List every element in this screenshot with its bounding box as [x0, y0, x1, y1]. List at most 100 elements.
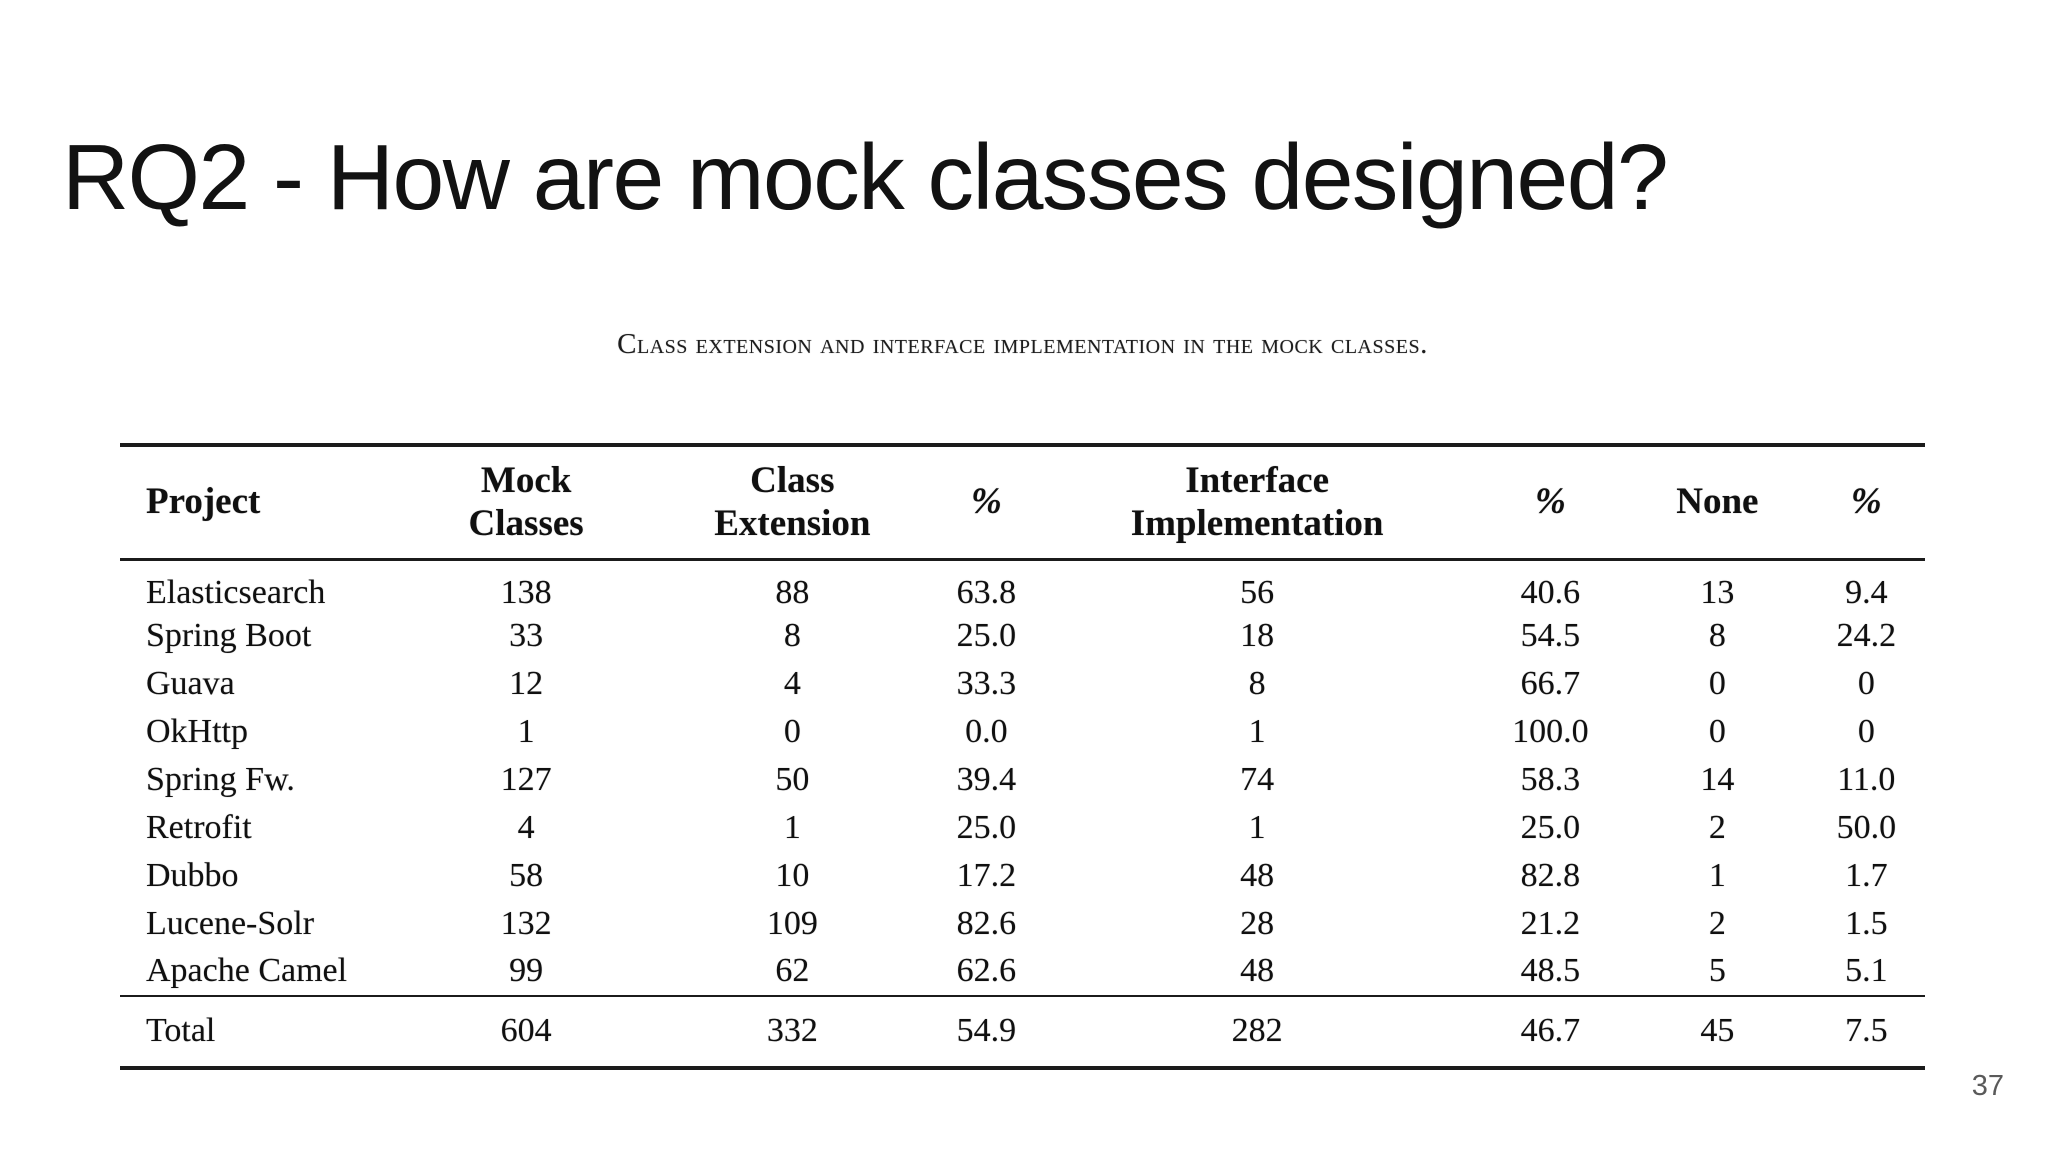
table-header-row: Project Mock Classes Class Extension % I… [120, 445, 1925, 561]
cell-interface-implementation: 56 [1240, 573, 1275, 611]
cell-none: 2 [1708, 808, 1726, 846]
table-row-guava: Guava 12 4 33.3 8 66.7 0 0 [120, 660, 1925, 708]
cell-class-extension-pct: 62.6 [956, 952, 1017, 989]
page-title: RQ2 - How are mock classes designed? [62, 125, 1669, 229]
table-row-dubbo: Dubbo 58 10 17.2 48 82.8 1 1.7 [120, 852, 1925, 900]
cell-interface-implementation-pct: 40.6 [1520, 573, 1581, 611]
cell-total-none: 45 [1627, 994, 1808, 1068]
cell-none-pct: 24.2 [1836, 616, 1897, 654]
cell-none: 5 [1708, 952, 1726, 989]
col-header-class-extension-pct: % [932, 445, 1041, 561]
cell-class-extension: 8 [783, 616, 801, 654]
col-header-class-extension: Class Extension [652, 445, 933, 561]
col-header-none-pct: % [1807, 445, 1925, 561]
col-header-interface-implementation-pct: % [1473, 445, 1628, 561]
col-header-mock-classes: Mock Classes [399, 445, 653, 561]
cell-project: OkHttp [146, 712, 248, 750]
cell-project: Dubbo [146, 856, 239, 894]
cell-interface-implementation-pct: 66.7 [1520, 664, 1581, 702]
cell-class-extension: 62 [775, 952, 810, 989]
cell-project: Lucene-Solr [146, 904, 315, 942]
cell-project: Apache Camel [146, 952, 348, 989]
cell-class-extension-pct: 25.0 [956, 616, 1017, 654]
cell-mock-classes: 138 [500, 573, 552, 611]
cell-class-extension: 109 [766, 904, 818, 942]
cell-class-extension: 10 [775, 856, 810, 894]
cell-total-interface-implementation: 282 [1040, 994, 1474, 1068]
cell-class-extension-pct: 17.2 [956, 856, 1017, 894]
cell-none: 8 [1708, 616, 1726, 654]
cell-interface-implementation: 1 [1248, 808, 1266, 846]
page-number: 37 [1971, 1070, 2004, 1102]
cell-total-class-extension-pct: 54.9 [932, 994, 1041, 1068]
cell-none-pct: 50.0 [1836, 808, 1897, 846]
cell-interface-implementation-pct: 48.5 [1520, 952, 1581, 989]
cell-interface-implementation: 28 [1240, 904, 1275, 942]
mock-classes-table: Project Mock Classes Class Extension % I… [120, 443, 1925, 1070]
cell-project: Spring Fw. [146, 760, 295, 798]
table-row-spring-fw: Spring Fw. 127 50 39.4 74 58.3 14 11.0 [120, 756, 1925, 804]
cell-interface-implementation-pct: 54.5 [1520, 616, 1581, 654]
cell-project: Guava [146, 664, 235, 702]
cell-mock-classes: 4 [517, 808, 535, 846]
col-header-interface-implementation: Interface Implementation [1040, 445, 1474, 561]
cell-interface-implementation-pct: 21.2 [1520, 904, 1581, 942]
cell-none-pct: 11.0 [1837, 760, 1896, 798]
cell-class-extension: 0 [783, 712, 801, 750]
cell-class-extension: 88 [775, 573, 810, 611]
cell-none-pct: 1.7 [1845, 856, 1888, 894]
col-header-project: Project [120, 445, 400, 561]
cell-interface-implementation-pct: 58.3 [1520, 760, 1581, 798]
cell-none: 2 [1708, 904, 1726, 942]
cell-interface-implementation: 1 [1248, 712, 1266, 750]
cell-class-extension-pct: 25.0 [956, 808, 1017, 846]
cell-interface-implementation: 74 [1240, 760, 1275, 798]
cell-total-mock-classes: 604 [399, 994, 653, 1068]
cell-class-extension-pct: 82.6 [956, 904, 1017, 942]
cell-none: 14 [1700, 760, 1735, 798]
col-header-none: None [1627, 445, 1808, 561]
cell-mock-classes: 33 [509, 616, 544, 654]
cell-none-pct: 0 [1857, 664, 1875, 702]
cell-interface-implementation-pct: 82.8 [1520, 856, 1581, 894]
cell-interface-implementation: 48 [1240, 856, 1275, 894]
cell-none: 13 [1700, 573, 1735, 611]
cell-total-interface-implementation-pct: 46.7 [1473, 994, 1628, 1068]
cell-mock-classes: 58 [509, 856, 544, 894]
cell-none: 0 [1708, 664, 1726, 702]
table-row-retrofit: Retrofit 4 1 25.0 1 25.0 2 50.0 [120, 804, 1925, 852]
cell-class-extension: 4 [783, 664, 801, 702]
cell-project: Elasticsearch [146, 573, 326, 611]
cell-class-extension-pct: 0.0 [965, 712, 1008, 750]
cell-interface-implementation-pct: 100.0 [1512, 712, 1589, 750]
cell-none: 1 [1708, 856, 1726, 894]
cell-project: Spring Boot [146, 616, 312, 654]
table-row-lucene-solr: Lucene-Solr 132 109 82.6 28 21.2 2 1.5 [120, 900, 1925, 948]
cell-mock-classes: 1 [517, 712, 535, 750]
cell-total-class-extension: 332 [652, 994, 933, 1068]
cell-none-pct: 1.5 [1845, 904, 1888, 942]
cell-total-none-pct: 7.5 [1807, 994, 1925, 1068]
table-row-apache-camel: Apache Camel 99 62 62.6 48 48.5 5 5.1 [120, 948, 1925, 996]
cell-mock-classes: 127 [500, 760, 552, 798]
cell-interface-implementation-pct: 25.0 [1520, 808, 1581, 846]
cell-interface-implementation: 18 [1240, 616, 1275, 654]
cell-project: Retrofit [146, 808, 252, 846]
cell-interface-implementation: 8 [1248, 664, 1266, 702]
table-total-row: Total 604 332 54.9 282 46.7 45 7.5 [120, 994, 1925, 1068]
cell-mock-classes: 132 [500, 904, 552, 942]
cell-class-extension: 50 [775, 760, 810, 798]
cell-none: 0 [1708, 712, 1726, 750]
cell-none-pct: 9.4 [1845, 573, 1888, 611]
cell-none-pct: 0 [1857, 712, 1875, 750]
cell-interface-implementation: 48 [1240, 952, 1275, 989]
cell-none-pct: 5.1 [1845, 952, 1888, 989]
table-row-okhttp: OkHttp 1 0 0.0 1 100.0 0 0 [120, 708, 1925, 756]
cell-class-extension-pct: 39.4 [956, 760, 1017, 798]
cell-mock-classes: 99 [509, 952, 544, 989]
table-row-elasticsearch: Elasticsearch 138 88 63.8 56 40.6 13 9.4 [120, 559, 1925, 612]
cell-mock-classes: 12 [509, 664, 544, 702]
cell-class-extension-pct: 33.3 [956, 664, 1017, 702]
cell-total-label: Total [120, 994, 400, 1068]
